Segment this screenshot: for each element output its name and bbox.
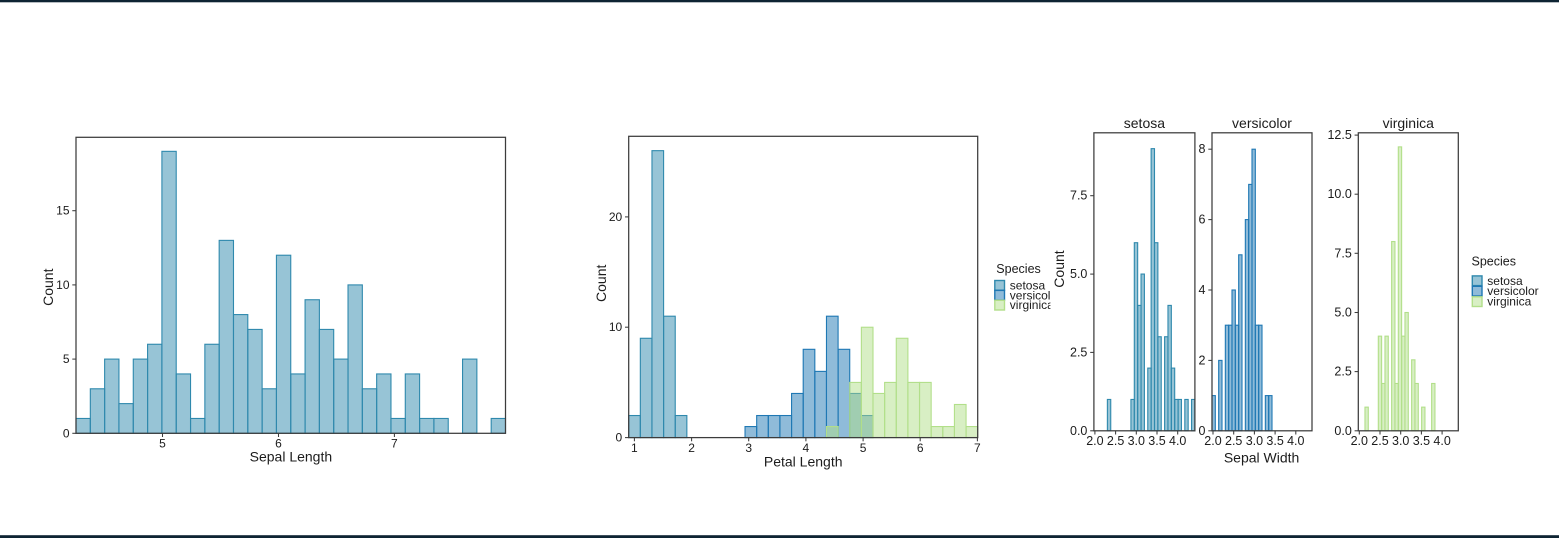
svg-text:0: 0 [1199, 424, 1206, 438]
svg-text:2: 2 [1199, 353, 1206, 367]
svg-text:7.5: 7.5 [1334, 246, 1351, 260]
svg-text:2.0: 2.0 [1086, 434, 1103, 448]
svg-text:12.5: 12.5 [1327, 128, 1351, 142]
svg-text:10: 10 [609, 320, 623, 334]
svg-text:6: 6 [917, 441, 924, 455]
svg-text:6: 6 [275, 437, 282, 451]
svg-text:15: 15 [56, 204, 70, 218]
svg-text:4.0: 4.0 [1169, 434, 1186, 448]
svg-text:5: 5 [63, 352, 70, 366]
svg-text:5.0: 5.0 [1070, 267, 1087, 281]
svg-text:2.5: 2.5 [1107, 434, 1124, 448]
svg-text:Petal Length: Petal Length [764, 453, 843, 469]
svg-text:3.5: 3.5 [1266, 434, 1283, 448]
svg-text:2: 2 [688, 441, 695, 455]
svg-text:virginica: virginica [1383, 115, 1435, 131]
svg-text:3.0: 3.0 [1128, 434, 1145, 448]
svg-text:2.0: 2.0 [1351, 434, 1368, 448]
svg-text:2.5: 2.5 [1371, 434, 1388, 448]
svg-text:Sepal Length: Sepal Length [250, 449, 333, 465]
svg-text:setosa: setosa [1124, 115, 1165, 131]
svg-text:0: 0 [63, 426, 70, 440]
svg-text:Species: Species [1472, 255, 1516, 269]
svg-text:versicolor: versicolor [1487, 284, 1538, 298]
svg-text:Count: Count [40, 268, 56, 305]
svg-text:3.0: 3.0 [1392, 434, 1409, 448]
svg-text:4.0: 4.0 [1433, 434, 1450, 448]
svg-text:Species: Species [996, 262, 1040, 276]
svg-text:5: 5 [860, 441, 867, 455]
svg-text:2.5: 2.5 [1225, 434, 1242, 448]
svg-text:virginica: virginica [1010, 298, 1054, 312]
svg-text:Count: Count [593, 265, 609, 302]
svg-text:3.0: 3.0 [1246, 434, 1263, 448]
svg-text:Sepal Width: Sepal Width [1224, 449, 1299, 465]
svg-text:0: 0 [616, 431, 623, 445]
svg-text:3: 3 [745, 441, 752, 455]
svg-text:Count: Count [1051, 250, 1067, 287]
svg-text:3.5: 3.5 [1148, 434, 1165, 448]
svg-text:setosa: setosa [1487, 274, 1523, 288]
svg-text:7: 7 [974, 441, 981, 455]
svg-text:versicolor: versicolor [1010, 288, 1061, 302]
svg-text:0.0: 0.0 [1070, 424, 1087, 438]
svg-text:4: 4 [803, 441, 810, 455]
svg-text:4: 4 [1199, 283, 1206, 297]
svg-text:6: 6 [1199, 213, 1206, 227]
svg-text:10: 10 [56, 278, 70, 292]
svg-text:2.5: 2.5 [1070, 345, 1087, 359]
svg-text:3.5: 3.5 [1413, 434, 1430, 448]
svg-text:2.0: 2.0 [1204, 434, 1221, 448]
svg-text:2.5: 2.5 [1334, 365, 1351, 379]
svg-text:versicolor: versicolor [1232, 115, 1292, 131]
svg-text:setosa: setosa [1010, 278, 1046, 292]
svg-text:4.0: 4.0 [1287, 434, 1304, 448]
svg-text:8: 8 [1199, 142, 1206, 156]
svg-text:20: 20 [609, 210, 623, 224]
svg-text:7.5: 7.5 [1070, 189, 1087, 203]
svg-text:5: 5 [159, 437, 166, 451]
svg-text:1: 1 [631, 441, 638, 455]
svg-text:10.0: 10.0 [1327, 187, 1351, 201]
svg-text:5.0: 5.0 [1334, 306, 1351, 320]
svg-text:0.0: 0.0 [1334, 424, 1351, 438]
svg-text:7: 7 [391, 437, 398, 451]
svg-text:virginica: virginica [1487, 295, 1531, 309]
